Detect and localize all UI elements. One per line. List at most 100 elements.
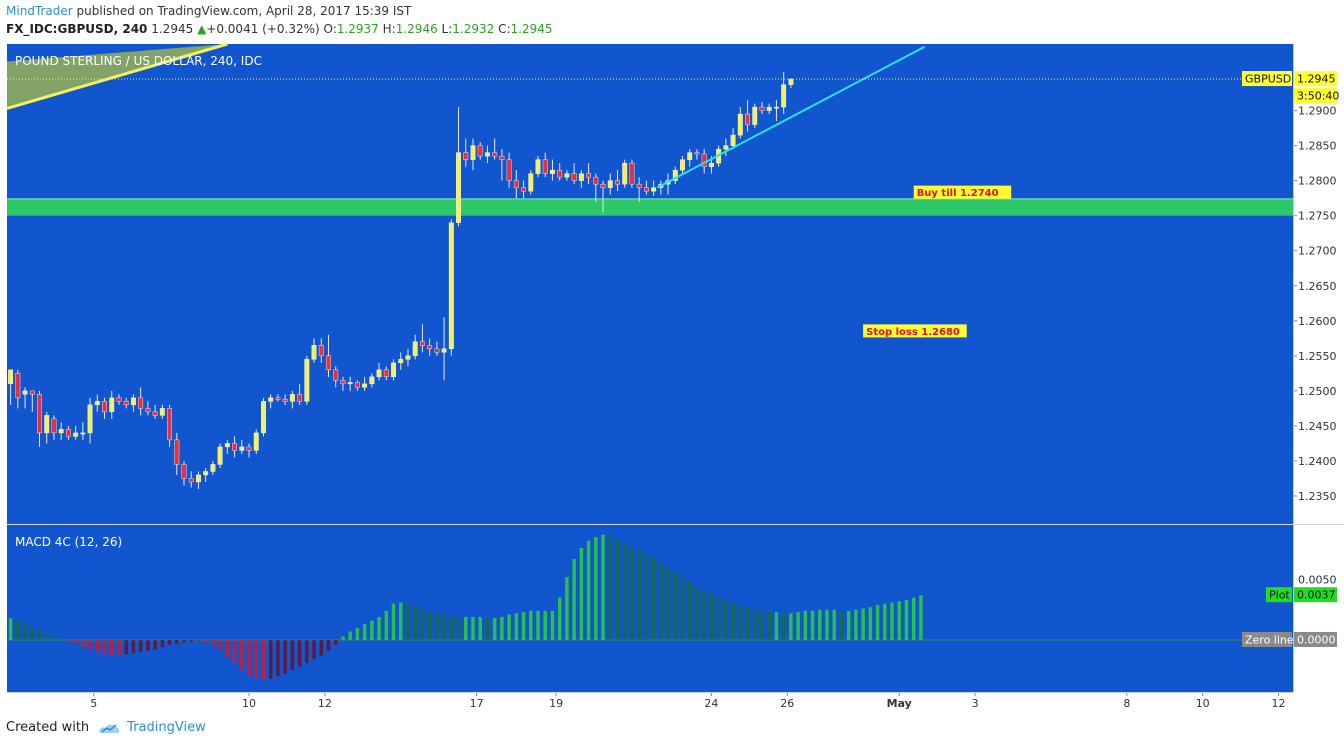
author-name[interactable]: MindTrader [6, 4, 73, 18]
candle-body [174, 439, 180, 465]
candle-body [593, 176, 599, 185]
price-tick-label: 1.2450 [1298, 420, 1337, 433]
candle-body [304, 359, 310, 402]
macd-bar [348, 631, 352, 640]
tradingview-logo-icon[interactable] [97, 721, 121, 735]
macd-bar [110, 639, 114, 656]
macd-bar [716, 597, 721, 640]
macd-bar [846, 610, 851, 640]
symbol-price-tag-text: GBPUSD [1245, 73, 1291, 86]
macd-bar [276, 639, 280, 677]
candle-body [513, 180, 519, 188]
macd-bar [413, 606, 417, 640]
macd-bar [333, 639, 338, 645]
candle-body [607, 180, 613, 188]
macd-bar [102, 639, 107, 655]
candle-body [521, 187, 527, 192]
macd-bar [507, 614, 511, 640]
macd-bar [781, 613, 786, 640]
stop-loss-note-text: Stop loss 1.2680 [866, 327, 960, 338]
price-tick-label: 1.2600 [1298, 315, 1337, 328]
price-tick-label: 1.2700 [1298, 245, 1337, 258]
macd-bar [572, 558, 576, 640]
macd-bar [138, 639, 143, 653]
created-with-label: Created with [6, 720, 90, 735]
candle-body [123, 401, 129, 406]
wedge-lower-line[interactable] [6, 42, 228, 110]
price-tick-label: 1.2850 [1298, 140, 1337, 153]
close-value: 1.2945 [510, 22, 553, 36]
ohlc-line: FX_IDC:GBPUSD, 240 1.2945 ▲+0.0041 (+0.3… [6, 22, 553, 36]
macd-bar [59, 638, 63, 640]
last-price-value-badge: 1.2945 [1294, 71, 1337, 87]
candle-body [557, 169, 563, 178]
candle-body [318, 345, 324, 357]
macd-histogram [7, 534, 1293, 680]
macd-bar [789, 613, 793, 640]
macd-bar [261, 639, 266, 680]
macd-bar [731, 602, 735, 640]
candle-body [326, 355, 331, 371]
plot-tag-badge: Plot [1266, 587, 1292, 603]
macd-bar [240, 639, 244, 671]
low-value: 1.2932 [452, 22, 495, 36]
time-tick-label: 17 [470, 697, 484, 710]
candle-body [224, 443, 230, 448]
candle-body [578, 173, 584, 181]
buy-zone-group[interactable] [7, 198, 1293, 216]
candle-body [340, 380, 346, 385]
macd-bar [904, 600, 909, 640]
candle-body [708, 162, 714, 167]
zero-line-tag-text: Zero line [1245, 633, 1294, 646]
stop-loss-note[interactable]: Stop loss 1.2680 [863, 324, 967, 338]
candle-body [571, 173, 577, 181]
macd-bar [218, 639, 222, 650]
macd-bar [196, 639, 201, 642]
macd-bar [81, 639, 85, 648]
candle-body [492, 152, 498, 157]
macd-bar [225, 639, 230, 657]
macd-bar [175, 639, 179, 644]
macd-bar [514, 613, 519, 640]
macd-bar [435, 613, 439, 640]
time-tick-label: 26 [780, 697, 794, 710]
candle-body [188, 478, 194, 483]
buy-zone-rectangle[interactable] [7, 198, 1293, 216]
last-price-value-text: 1.2945 [1297, 73, 1336, 86]
macd-bar [854, 609, 858, 640]
candle-body [29, 390, 35, 395]
trendline-group[interactable] [656, 45, 926, 189]
macd-bar [146, 639, 150, 651]
candle-body [65, 429, 71, 437]
candle-body [261, 401, 266, 434]
candle-body [434, 348, 440, 353]
macd-bar [406, 603, 410, 640]
trendline[interactable] [656, 45, 926, 189]
macd-bar [897, 601, 901, 640]
macd-bar [16, 620, 20, 640]
countdown-text: 3:50:40 [1297, 90, 1339, 103]
macd-bar [890, 602, 894, 640]
candle-body [347, 382, 353, 385]
candle-body [232, 443, 238, 451]
candle-body [116, 397, 122, 402]
zero-line-value-text: 0.0000 [1297, 633, 1336, 646]
candle-body [239, 446, 245, 451]
zero-line-tag-background [1242, 631, 1292, 647]
wedge-drawing[interactable] [6, 42, 228, 110]
buy-note[interactable]: Buy till 1.2740 [913, 185, 1012, 200]
plot-value-background [1294, 587, 1337, 603]
price-tick-label: 1.2550 [1298, 350, 1337, 363]
macd-bar [875, 604, 880, 640]
tradingview-link[interactable]: TradingView [127, 720, 206, 735]
macd-bar [391, 603, 396, 640]
macd-bar [601, 534, 605, 640]
macd-bar [23, 624, 27, 640]
macd-bar [796, 612, 800, 640]
candle-body [376, 369, 382, 378]
macd-bar [66, 639, 71, 642]
open-label: O: [323, 22, 337, 36]
candle-body [629, 162, 635, 185]
macd-bar [117, 639, 121, 656]
